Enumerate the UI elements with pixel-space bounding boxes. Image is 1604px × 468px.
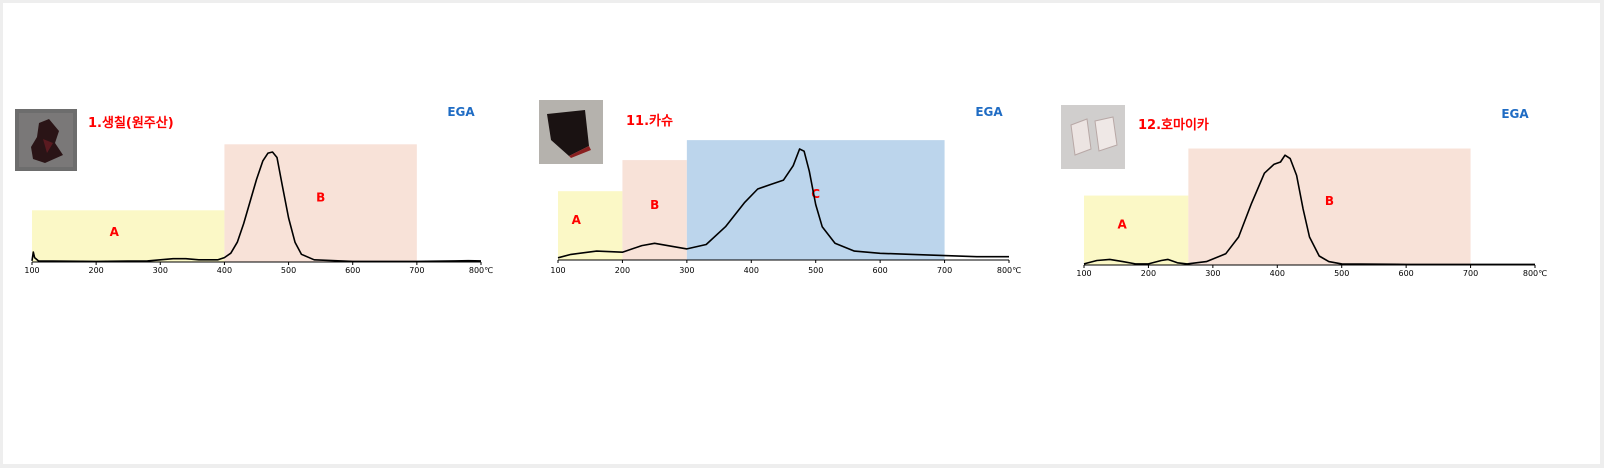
x-tick-label: 600 bbox=[345, 266, 360, 275]
x-tick-label: 300 bbox=[679, 266, 694, 275]
panel-title: 12.호마이카 bbox=[1138, 117, 1209, 133]
x-tick-label: 300 bbox=[1205, 269, 1220, 278]
region-a-shade bbox=[32, 210, 225, 262]
x-tick-label: 800℃ bbox=[469, 266, 493, 275]
x-tick-label: 600 bbox=[873, 266, 888, 275]
x-tick-label: 400 bbox=[217, 266, 232, 275]
region-label-a: A bbox=[1118, 218, 1128, 232]
ega-curve bbox=[557, 148, 1009, 259]
x-tick-label: 700 bbox=[409, 266, 424, 275]
region-label-c: C bbox=[811, 187, 820, 201]
ega-label: EGA bbox=[447, 105, 475, 119]
x-tick-label: 500 bbox=[808, 266, 823, 275]
x-tick-label: 400 bbox=[1270, 269, 1285, 278]
region-label-b: B bbox=[650, 198, 659, 212]
region-b-shade bbox=[224, 144, 417, 262]
ega-label: EGA bbox=[975, 105, 1003, 119]
x-tick-label: 300 bbox=[153, 266, 168, 275]
ega-curve bbox=[31, 151, 482, 263]
region-label-a: A bbox=[110, 225, 120, 239]
x-tick-label: 200 bbox=[1141, 269, 1156, 278]
region-a-shade bbox=[558, 191, 623, 260]
ega-label: EGA bbox=[1501, 107, 1529, 121]
sample-photo-1 bbox=[15, 109, 77, 171]
sample-photo-2 bbox=[539, 100, 603, 164]
x-tick-label: 500 bbox=[281, 266, 296, 275]
region-label-b: B bbox=[1325, 194, 1334, 208]
x-tick-label: 800℃ bbox=[1523, 269, 1547, 278]
sample-photo-3 bbox=[1061, 105, 1125, 169]
x-tick-label: 700 bbox=[937, 266, 952, 275]
panel-title: 1.생칠(원주산) bbox=[88, 115, 174, 131]
x-tick-label: 500 bbox=[1334, 269, 1349, 278]
x-tick-label: 100 bbox=[1076, 269, 1091, 278]
figure-frame: A B 100 200 300 400 500 600 700 800℃ 1.생칠(원주산) EGA A… bbox=[3, 3, 1600, 464]
region-a-shade bbox=[1084, 195, 1189, 265]
region-label-b: B bbox=[316, 190, 325, 204]
ega-curve bbox=[1083, 154, 1535, 266]
x-tick-label: 100 bbox=[550, 266, 565, 275]
region-label-a: A bbox=[572, 213, 582, 227]
region-c-shade bbox=[686, 140, 945, 260]
x-tick-label: 100 bbox=[24, 266, 39, 275]
x-tick-label: 600 bbox=[1399, 269, 1414, 278]
region-b-shade bbox=[1188, 148, 1471, 265]
x-tick-label: 800℃ bbox=[997, 266, 1021, 275]
x-tick-label: 700 bbox=[1463, 269, 1478, 278]
ega-charts: A B 100 200 300 400 500 600 700 800℃ 1.생칠(원주산) EGA A… bbox=[15, 100, 1547, 278]
panel-title: 11.카슈 bbox=[626, 114, 673, 129]
x-tick-label: 200 bbox=[615, 266, 630, 275]
x-tick-label: 200 bbox=[89, 266, 104, 275]
x-tick-label: 400 bbox=[744, 266, 759, 275]
